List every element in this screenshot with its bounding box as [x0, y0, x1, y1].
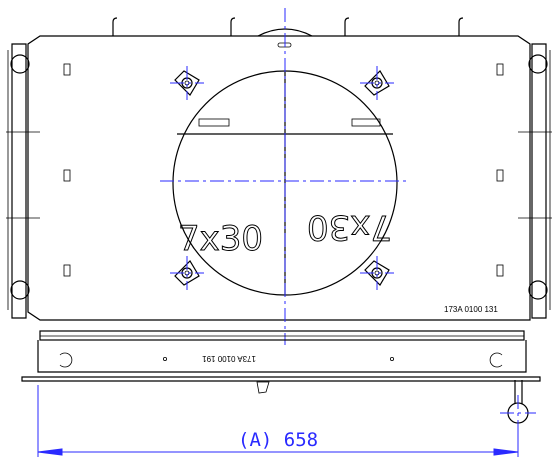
- dimension-a: (A) 658: [37, 385, 519, 457]
- fan-brackets: [198, 118, 381, 127]
- drip-tray: [21, 330, 541, 394]
- part-number-inverted: 173A 0100 191: [202, 354, 256, 363]
- drain-spout: [256, 381, 270, 394]
- part-number-label: 173A 0100 131: [444, 305, 498, 314]
- stencil-text-right: 7x30: [307, 207, 392, 247]
- right-bottom-lifting-eye: [528, 280, 548, 300]
- drain-left: [59, 352, 73, 368]
- right-side-frame: [518, 43, 552, 319]
- left-side-frame: [6, 43, 40, 319]
- top-hooks: [112, 17, 464, 36]
- dimension-label: (A) 658: [238, 429, 318, 451]
- right-top-lifting-eye: [528, 54, 548, 74]
- left-bottom-lifting-eye: [10, 280, 30, 300]
- left-top-lifting-eye: [10, 54, 30, 74]
- center-lines: [160, 8, 410, 345]
- stencil-text-left: 7x30: [178, 219, 263, 259]
- drain-right: [489, 352, 503, 368]
- panel-slots: [63, 63, 504, 277]
- housing-outline: [27, 35, 531, 321]
